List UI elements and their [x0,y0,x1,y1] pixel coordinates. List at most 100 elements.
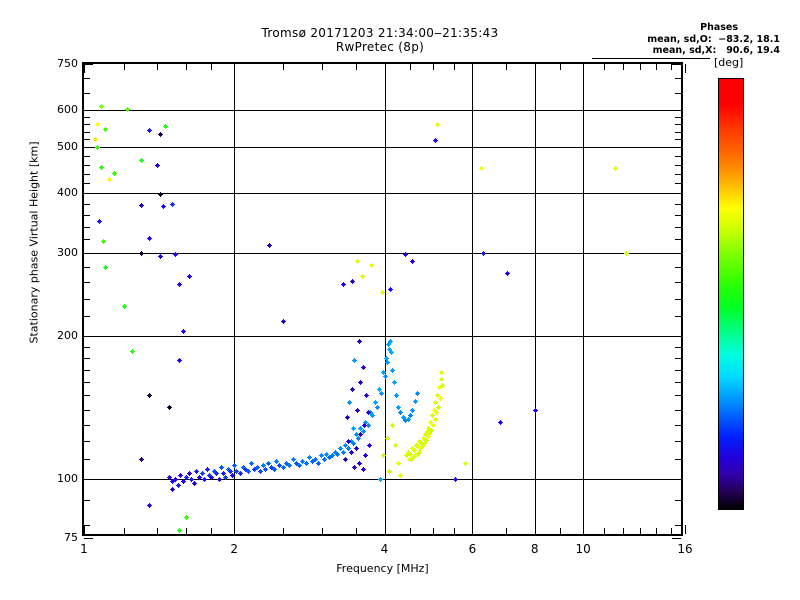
y-axis-major-tick [672,538,681,539]
data-point [345,439,351,445]
data-point [332,449,338,455]
x-axis-minor-tick [453,64,455,70]
data-point [398,410,404,416]
data-point [439,369,445,375]
data-point [161,204,167,210]
data-point [154,162,160,168]
data-point [433,400,439,406]
x-axis-minor-tick [156,528,158,534]
data-point [377,386,382,392]
y-axis-minor-tick [675,131,681,133]
data-point [386,346,392,352]
y-axis-tick-label: 750 [57,57,78,70]
gridline-vertical [534,64,536,534]
data-point [189,476,195,482]
data-point [403,252,409,257]
x-axis-minor-tick [603,64,605,70]
y-axis-major-tick [672,64,681,65]
y-axis-minor-tick [84,116,90,118]
data-point [406,449,412,455]
data-point [411,448,417,453]
data-point [425,434,431,440]
data-point [352,358,358,364]
data-point [463,460,469,466]
data-point [370,413,376,419]
y-axis-minor-tick [675,164,681,166]
y-axis-minor-tick [675,183,681,185]
title-line-2: RwPretec (8p) [335,40,425,54]
data-point [169,201,175,207]
data-point [396,404,402,410]
gridline-vertical [472,64,474,534]
x-axis-minor-tick [671,64,672,70]
data-point [290,457,296,463]
data-point [359,273,365,279]
data-point [381,453,387,459]
data-point [343,457,349,463]
x-axis-title: Frequency [MHz] [336,562,429,575]
x-axis-minor-tick [656,64,658,70]
data-point [223,474,229,480]
x-axis-minor-tick [603,528,605,534]
x-axis-minor-tick [211,64,213,70]
data-point [158,192,163,198]
data-point [624,250,630,256]
y-axis-major-tick [84,109,93,111]
y-axis-minor-tick [84,369,90,371]
data-point [421,435,427,441]
x-axis-major-tick [534,64,536,73]
plot-area: 1 2 4 6 8 10 16 75 100 200 300 400 500 600 750 [57,57,693,556]
data-point [415,444,421,450]
y-axis-minor-tick [675,78,681,80]
data-point [227,468,233,474]
data-point [176,281,182,287]
data-point [98,103,104,109]
data-point [368,262,374,268]
data-point [365,422,371,428]
data-point [416,449,422,455]
x-axis-minor-tick [560,528,562,534]
data-point [414,451,420,457]
y-axis-minor-tick [84,183,90,185]
y-axis-minor-tick [675,357,681,359]
y-axis-minor-tick [675,298,681,300]
colorbar [718,78,744,510]
data-point [410,407,416,413]
data-point [351,440,357,446]
data-point [343,442,349,448]
y-axis-minor-tick [675,215,681,217]
data-point [382,373,388,379]
x-axis-minor-tick [639,64,641,70]
y-axis-major-tick [84,64,93,65]
y-axis-minor-tick [84,124,90,126]
data-point [385,435,391,441]
data-point [395,460,401,466]
y-axis-minor-tick [84,346,90,348]
gridline-vertical [234,64,236,534]
data-point [181,478,187,484]
data-point [430,413,435,419]
y-axis-major-tick [672,336,681,338]
gridline-vertical [583,64,585,534]
data-point [221,470,227,476]
data-point [393,442,399,448]
data-point [147,503,153,509]
data-point [186,470,192,476]
data-point [419,440,425,446]
data-point [412,398,418,404]
y-axis-minor-tick [675,173,681,175]
y-axis-minor-tick [84,164,90,166]
data-point [94,122,100,128]
data-point [429,427,435,433]
data-point [363,419,369,425]
data-point [405,416,411,422]
x-axis-major-tick [583,525,585,534]
y-axis-minor-tick [84,424,90,426]
data-point [181,329,187,334]
data-point [315,460,321,466]
data-point [408,413,414,419]
data-point [352,464,358,470]
data-point [426,425,432,431]
data-point [176,527,182,533]
data-point [479,166,485,172]
